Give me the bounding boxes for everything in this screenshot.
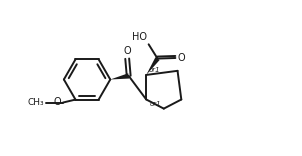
Text: or1: or1 [149, 101, 161, 107]
Text: O: O [53, 97, 61, 107]
Text: O: O [177, 53, 185, 63]
Text: HO: HO [133, 32, 147, 42]
Text: CH₃: CH₃ [28, 98, 45, 107]
Text: O: O [124, 46, 131, 56]
Polygon shape [110, 73, 129, 80]
Polygon shape [146, 57, 160, 75]
Text: or1: or1 [149, 67, 160, 73]
